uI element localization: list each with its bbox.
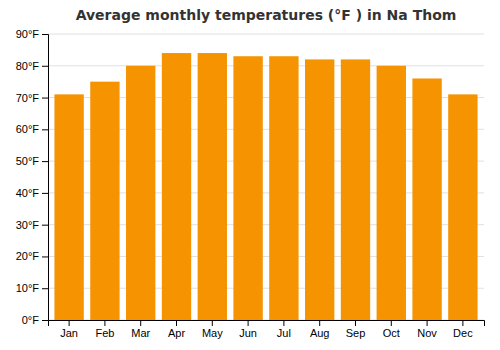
y-tick-label: 50°F	[16, 155, 40, 167]
x-tick: Aug	[310, 320, 330, 339]
x-tick-label: Mar	[131, 327, 150, 339]
y-tick-label: 0°F	[22, 314, 40, 326]
x-tick-mark	[69, 320, 70, 326]
y-tick-label: 20°F	[16, 250, 40, 262]
x-tick-label: Oct	[383, 327, 400, 339]
x-tick-mark	[212, 320, 213, 326]
y-tick: 0°F	[22, 314, 48, 326]
y-tick: 30°F	[16, 219, 48, 231]
chart-container: Jan Feb Mar Apr May Jun Jul Aug Sep Oct Nov Dec 0°F 1…	[0, 0, 500, 350]
x-tick-mark	[283, 320, 284, 326]
x-tick-label: Sep	[346, 327, 366, 339]
bar	[269, 56, 298, 320]
y-tick: 50°F	[16, 155, 48, 167]
x-tick-label: Dec	[453, 327, 473, 339]
grid-line	[48, 34, 484, 35]
x-tick: Feb	[95, 320, 114, 339]
x-tick-mark	[391, 320, 392, 326]
y-tick: 70°F	[16, 92, 48, 104]
bar	[126, 66, 155, 320]
y-tick-mark	[42, 34, 48, 35]
y-tick: 40°F	[16, 187, 48, 199]
x-tick-label: Jun	[239, 327, 257, 339]
x-tick-label: Jan	[60, 327, 78, 339]
y-tick-mark	[42, 225, 48, 226]
bar	[162, 53, 191, 320]
x-tick-label: Nov	[417, 327, 437, 339]
bar	[90, 82, 119, 320]
y-tick-mark	[42, 193, 48, 194]
x-tick-mark	[176, 320, 177, 326]
y-tick: 60°F	[16, 123, 48, 135]
bar	[233, 56, 262, 320]
y-tick-label: 40°F	[16, 187, 40, 199]
y-tick: 20°F	[16, 250, 48, 262]
y-tick-label: 60°F	[16, 123, 40, 135]
x-tick-mark	[104, 320, 105, 326]
x-tick: Mar	[131, 320, 150, 339]
y-tick: 10°F	[16, 282, 48, 294]
y-tick: 80°F	[16, 60, 48, 72]
bar	[341, 59, 370, 320]
x-tick-label: Jul	[277, 327, 291, 339]
y-tick-label: 80°F	[16, 60, 40, 72]
x-tick: Jan	[60, 320, 78, 339]
y-tick-mark	[42, 256, 48, 257]
bar	[305, 59, 334, 320]
x-tick: Apr	[168, 320, 185, 339]
bar	[448, 94, 477, 320]
y-tick: 90°F	[16, 28, 48, 40]
x-tick-label: Apr	[168, 327, 185, 339]
x-tick: Jun	[239, 320, 257, 339]
x-tick-label: May	[202, 327, 223, 339]
y-tick-mark	[42, 129, 48, 130]
y-tick-mark	[42, 288, 48, 289]
bars	[54, 53, 477, 320]
x-tick: Sep	[346, 320, 366, 339]
y-axis-line	[42, 35, 49, 321]
x-tick-label: Feb	[95, 327, 114, 339]
x-tick-mark	[319, 320, 320, 326]
x-axis: Jan Feb Mar Apr May Jun Jul Aug Sep Oct Nov Dec	[49, 320, 485, 339]
y-tick-label: 10°F	[16, 282, 40, 294]
y-tick-mark	[42, 66, 48, 67]
x-tick-label: Aug	[310, 327, 330, 339]
x-tick: Oct	[383, 320, 400, 339]
y-tick-label: 30°F	[16, 219, 40, 231]
y-tick-label: 70°F	[16, 92, 40, 104]
x-tick: Nov	[417, 320, 437, 339]
grid-line	[48, 65, 484, 66]
x-tick: May	[202, 320, 223, 339]
y-tick-mark	[42, 98, 48, 99]
y-axis: 0°F 10°F 20°F 30°F 40°F 50°F 60°F 70°F 80°F 90°F	[16, 28, 49, 326]
bar	[412, 78, 441, 320]
bar	[198, 53, 227, 320]
x-tick-mark	[427, 320, 428, 326]
chart-svg: Jan Feb Mar Apr May Jun Jul Aug Sep Oct Nov Dec 0°F 1…	[0, 0, 500, 350]
bar	[377, 66, 406, 320]
y-tick-mark	[42, 161, 48, 162]
x-tick: Dec	[453, 320, 473, 339]
y-tick-mark	[42, 320, 48, 321]
grid	[48, 34, 484, 320]
x-tick: Jul	[277, 320, 291, 339]
title: Average monthly temperatures (°F ) in Na…	[76, 7, 457, 23]
x-axis-line	[49, 321, 485, 327]
plot: Jan Feb Mar Apr May Jun Jul Aug Sep Oct Nov Dec 0°F 1…	[16, 28, 485, 339]
bar	[54, 94, 83, 320]
x-tick-mark	[462, 320, 463, 326]
x-tick-mark	[140, 320, 141, 326]
x-tick-mark	[355, 320, 356, 326]
x-tick-mark	[248, 320, 249, 326]
y-tick-label: 90°F	[16, 28, 40, 40]
